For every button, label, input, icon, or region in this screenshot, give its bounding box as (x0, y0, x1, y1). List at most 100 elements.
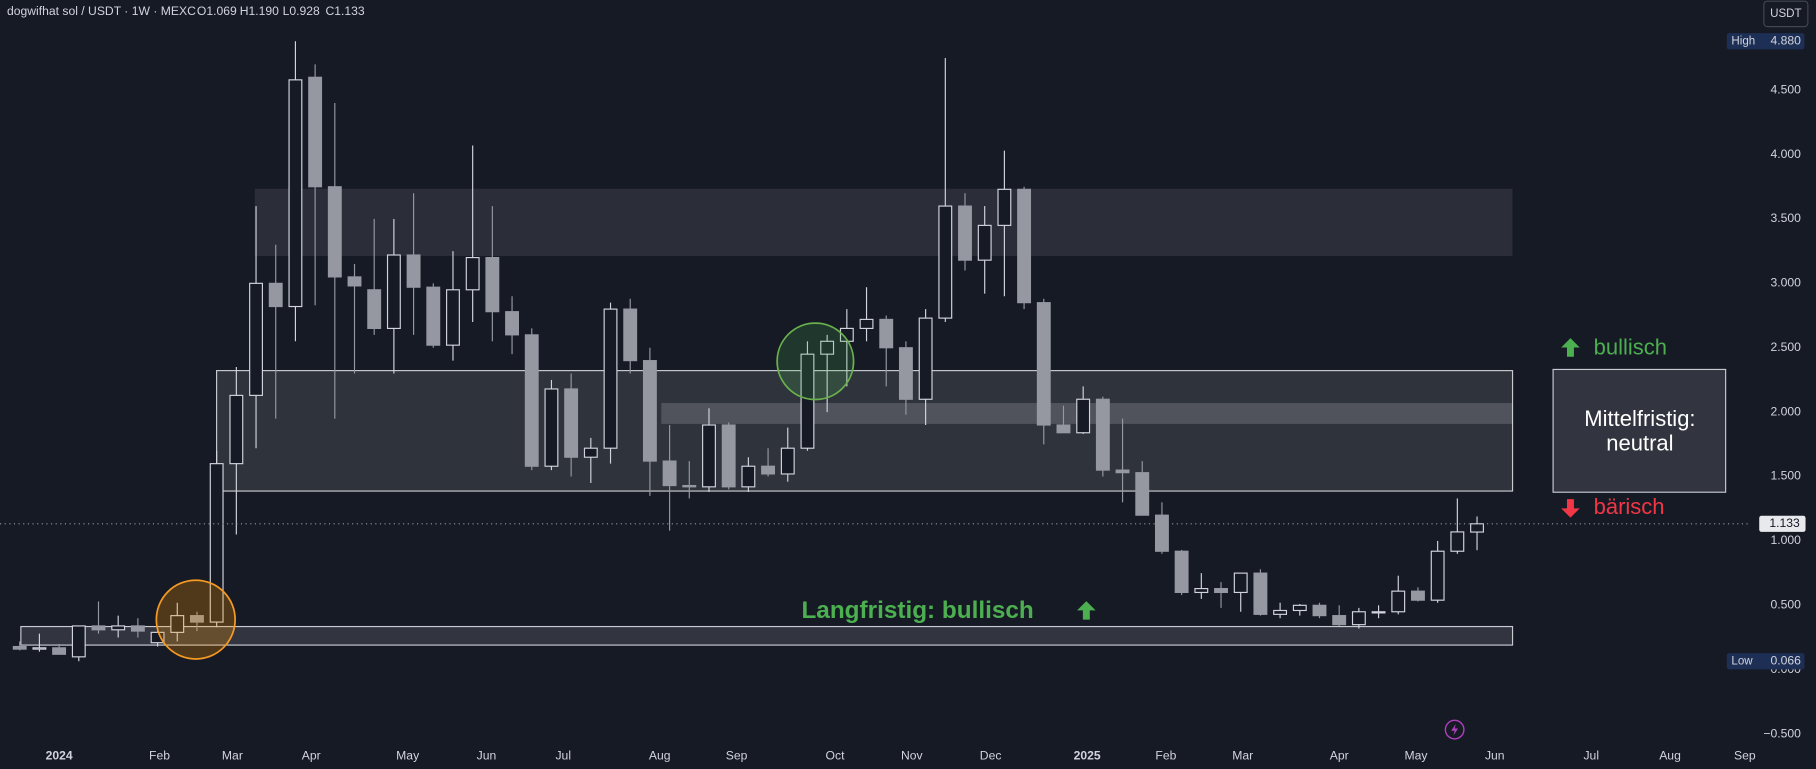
candle-body (938, 205, 953, 319)
price-marker-label: 4.880 (1770, 33, 1801, 47)
y-tick-label: 4.500 (1770, 82, 1801, 96)
x-tick-label: 2024 (46, 748, 73, 762)
candle-body (91, 625, 106, 631)
price-marker-tag (1726, 653, 1805, 670)
candle-body (71, 625, 86, 658)
candle-body (1371, 611, 1386, 614)
y-tick-label: 1.000 (1770, 533, 1801, 547)
candle-body (564, 388, 579, 458)
y-tick-label: 3.000 (1770, 276, 1801, 290)
candle-body (1351, 611, 1366, 626)
candle-body (1154, 514, 1169, 552)
candle-body (505, 311, 520, 336)
candle-body (820, 340, 835, 355)
candle-body (386, 254, 401, 329)
candle-body (761, 465, 776, 475)
candle-body (1017, 188, 1032, 304)
candle-body (426, 286, 441, 346)
candle-body (977, 224, 992, 261)
up-arrow-icon (1561, 338, 1580, 357)
candle-body (721, 424, 736, 488)
y-tick-label: 1.500 (1770, 469, 1801, 483)
candle-body (150, 631, 165, 644)
candle-body (406, 254, 421, 288)
x-tick-label: Aug (649, 748, 671, 762)
y-tick-label: 3.500 (1770, 211, 1801, 225)
candle-body (1292, 604, 1307, 612)
annotation-text: neutral (1606, 431, 1673, 456)
ohlc-close: C1.133 (325, 4, 364, 18)
x-tick-label: Feb (149, 748, 170, 762)
candle-body (1253, 572, 1268, 615)
price-marker-name: Low (1731, 655, 1753, 667)
x-tick-label: 2025 (1074, 748, 1101, 762)
symbol: dogwifhat sol / USDT · 1W · MEXC (7, 4, 196, 18)
ohlc-low: L0.928 (283, 4, 320, 18)
candle-body (1135, 472, 1150, 516)
candle-body (997, 188, 1012, 226)
candle-body (1036, 302, 1051, 426)
candle-body (170, 615, 185, 633)
candle-body (229, 394, 244, 465)
support-zone (20, 625, 1514, 646)
candle-body (130, 625, 145, 632)
candle-body (209, 463, 224, 623)
x-tick-label: Apr (302, 748, 321, 762)
currency-button-label[interactable]: USDT (1770, 8, 1802, 20)
candle-body (682, 484, 697, 488)
candle-body (288, 79, 303, 308)
candle-body (859, 318, 874, 329)
last-price-label: 1.133 (1769, 516, 1800, 530)
candle-body (268, 282, 283, 308)
alert-icon-bolt (1451, 723, 1459, 736)
highlight-circle (155, 579, 236, 660)
x-tick-label: Mar (1232, 748, 1253, 762)
candle-body (1115, 469, 1130, 474)
candle-body (367, 289, 382, 329)
candle-body (1214, 588, 1228, 594)
x-tick-label: Feb (1155, 748, 1176, 762)
y-tick-label: 0.500 (1770, 598, 1801, 612)
x-tick-label: Jun (477, 748, 497, 762)
candle-body (623, 308, 638, 362)
candle-body (1391, 590, 1406, 613)
y-tick-label: 2.500 (1770, 340, 1801, 354)
candle-body (1233, 572, 1248, 594)
y-tick-label: 4.000 (1770, 147, 1801, 161)
x-tick-label: Jun (1485, 748, 1505, 762)
up-arrow-icon (1077, 601, 1096, 620)
candle-body (780, 447, 795, 475)
annotation-box (1552, 368, 1727, 493)
candle-body (879, 318, 894, 349)
candle-body (524, 334, 539, 467)
last-price-tag (1759, 515, 1806, 532)
candle-body (1273, 609, 1288, 615)
y-tick-label: −0.500 (1763, 726, 1801, 740)
candle-body (642, 360, 657, 462)
x-tick-label: Aug (1659, 748, 1681, 762)
candle-body (918, 317, 933, 400)
candle-body (958, 205, 972, 261)
x-tick-label: Oct (826, 748, 846, 762)
candle-body (1430, 550, 1445, 601)
x-tick-label: Sep (726, 748, 748, 762)
candle-body (465, 257, 480, 291)
candle-body (544, 388, 559, 467)
y-tick-label: 2.000 (1770, 404, 1801, 418)
candle-body (583, 447, 598, 458)
candle-body (485, 257, 500, 313)
candle-body (308, 76, 323, 188)
x-tick-label: Apr (1330, 748, 1349, 762)
candle-body (190, 615, 204, 623)
x-tick-label: May (1405, 748, 1429, 762)
x-tick-label: Nov (901, 748, 924, 762)
candle-body (1056, 424, 1071, 434)
price-marker-label: 0.066 (1770, 653, 1801, 667)
currency-button[interactable] (1763, 0, 1809, 28)
candle-body (32, 647, 47, 650)
alert-icon[interactable] (1444, 719, 1465, 740)
mid-zone (216, 370, 1514, 492)
price-marker-tag (1726, 33, 1805, 50)
